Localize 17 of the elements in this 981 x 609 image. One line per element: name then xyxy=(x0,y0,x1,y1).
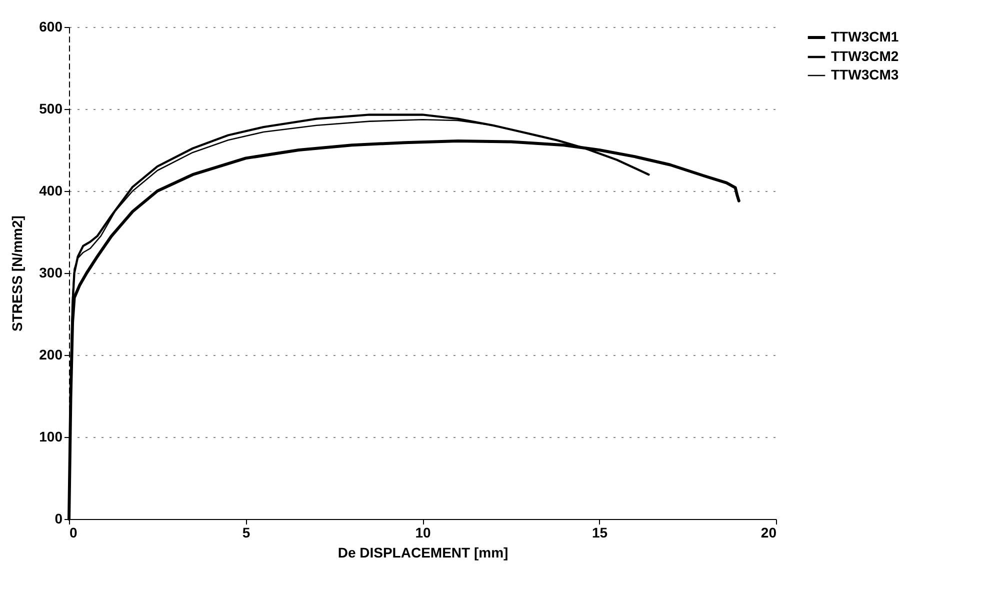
x-tick-label: 15 xyxy=(592,524,608,540)
y-tick-label: 0 xyxy=(54,510,63,526)
legend-label: TTW3CM1 xyxy=(831,28,899,44)
y-tick-label: 300 xyxy=(39,264,63,280)
x-tick-label: 5 xyxy=(242,524,250,540)
x-axis-title: De DISPLACEMENT [mm] xyxy=(338,544,508,560)
y-tick-label: 600 xyxy=(39,18,63,34)
y-axis-title: STRESS [N/mm2] xyxy=(9,216,26,332)
y-tick-label: 200 xyxy=(39,346,63,362)
x-tick-label: 0 xyxy=(70,524,78,540)
y-tick-label: 100 xyxy=(39,428,63,444)
y-tick-label: 500 xyxy=(39,100,63,116)
y-tick-label: 400 xyxy=(39,182,63,198)
x-tick-label: 10 xyxy=(415,524,431,540)
legend-label: TTW3CM3 xyxy=(831,66,899,82)
x-tick-label: 20 xyxy=(760,524,777,540)
legend-label: TTW3CM2 xyxy=(831,48,899,64)
